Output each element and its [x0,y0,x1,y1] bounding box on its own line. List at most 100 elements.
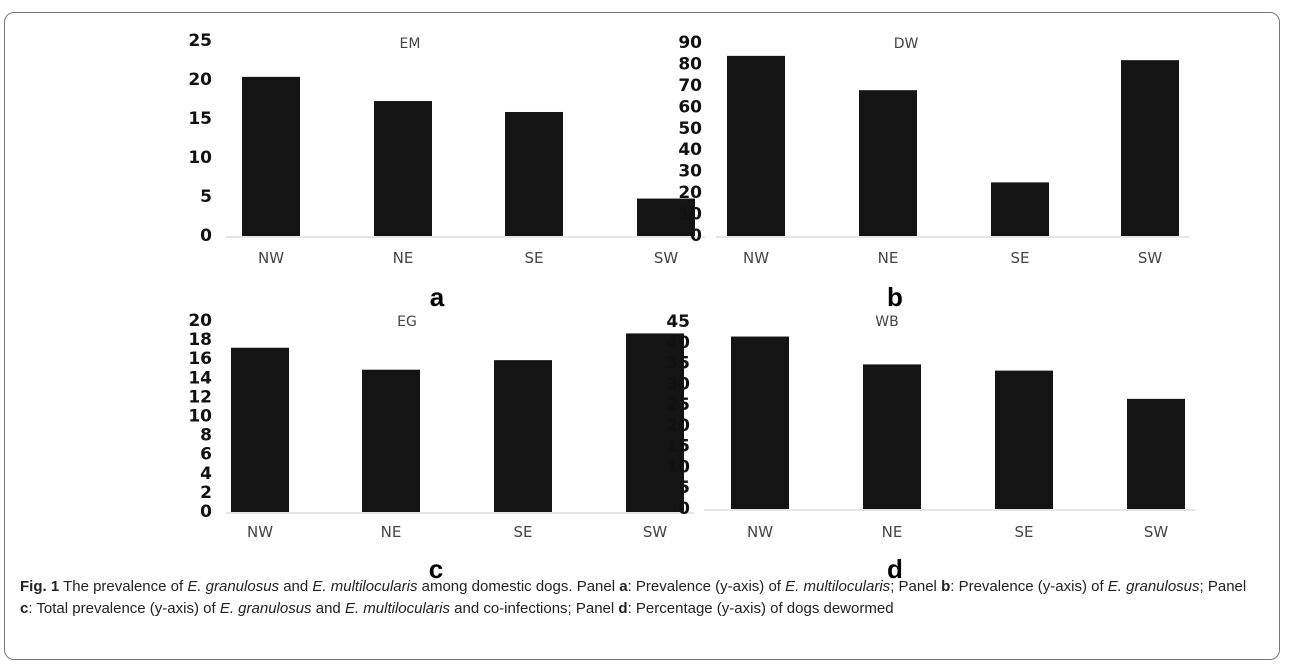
chart-title: DW [894,36,919,52]
y-tick-label: 60 [678,97,702,117]
y-tick-label: 4 [200,464,212,484]
panel-label: c [429,554,443,580]
caption-text: : Total prevalence (y-axis) of [28,600,220,617]
x-category-label: SE [525,249,544,267]
chart-title: EG [397,314,417,330]
x-category-label: SW [1144,523,1169,541]
x-category-label: SE [1011,249,1030,267]
x-category-label: NW [247,523,273,541]
caption-text: ; Panel [1199,578,1247,595]
y-tick-label: 20 [666,416,690,436]
bar [494,360,552,512]
y-tick-label: 40 [678,140,702,160]
y-tick-label: 70 [678,76,702,96]
y-tick-label: 25 [188,31,212,51]
figure-caption: Fig. 1 The prevalence of E. granulosus a… [20,576,1260,620]
y-tick-label: 35 [666,354,690,374]
y-tick-label: 10 [188,148,212,168]
x-category-label: SE [514,523,533,541]
caption-species: E. multilocularis [312,578,418,595]
x-category-label: NE [882,523,903,541]
bar [863,364,921,509]
y-tick-label: 18 [188,330,212,350]
y-tick-label: 80 [678,54,702,74]
panel-label: b [887,282,903,312]
caption-text: ; Panel [890,578,942,595]
bar [231,347,289,512]
y-tick-label: 5 [678,478,690,498]
y-tick-label: 0 [690,226,702,246]
chart-title: WB [875,314,898,330]
caption-fig-label: Fig. 1 [20,578,60,595]
caption-text: among domestic dogs. Panel [417,578,620,595]
bar [374,101,432,236]
y-tick-label: 10 [678,205,702,225]
y-tick-label: 8 [200,426,212,446]
x-category-label: NE [381,523,402,541]
caption-text: : Prevalence (y-axis) of [627,578,786,595]
y-tick-label: 20 [188,311,212,331]
y-tick-label: 15 [666,437,690,457]
y-tick-label: 0 [678,499,690,519]
bar [727,55,785,236]
chart-title: EM [400,36,421,52]
bar [637,198,695,236]
y-tick-label: 10 [188,407,212,427]
caption-panel-ref: c [20,600,29,617]
caption-text: and co-infections; Panel [449,600,619,617]
bar [362,369,420,512]
bar [991,182,1049,236]
bar [859,90,917,236]
x-category-label: NW [258,249,284,267]
caption-species: E. multilocularis [785,578,891,595]
y-tick-label: 20 [678,183,702,203]
x-category-label: SW [654,249,679,267]
bar [995,370,1053,509]
panel-label: d [887,554,903,580]
caption-text: and [311,600,345,617]
caption-species: E. granulosus [1107,578,1200,595]
caption-panel-ref: a [619,578,628,595]
caption-panel-ref: d [618,600,628,617]
y-tick-label: 0 [200,502,212,522]
y-tick-label: 20 [188,70,212,90]
y-tick-label: 25 [666,395,690,415]
bar [626,333,684,512]
x-category-label: NW [747,523,773,541]
x-category-label: NE [393,249,414,267]
y-tick-label: 0 [200,226,212,246]
panel-label: a [430,282,445,312]
y-tick-label: 2 [200,483,212,503]
bar [505,111,563,236]
y-tick-label: 10 [666,457,690,477]
caption-species: E. granulosus [219,600,312,617]
y-tick-label: 30 [678,162,702,182]
y-tick-label: 5 [200,187,212,207]
y-tick-label: 15 [188,109,212,129]
x-category-label: NW [743,249,769,267]
y-tick-label: 30 [666,374,690,394]
bar [1127,398,1185,509]
caption-text: The prevalence of [59,578,188,595]
caption-text: : Prevalence (y-axis) of [950,578,1108,595]
x-category-label: SE [1015,523,1034,541]
y-tick-label: 40 [666,333,690,353]
y-tick-label: 50 [678,119,702,139]
x-category-label: SW [1138,249,1163,267]
y-tick-label: 90 [678,33,702,53]
y-tick-label: 45 [666,312,690,332]
y-tick-label: 14 [188,368,212,388]
x-category-label: NE [878,249,899,267]
caption-species: E. multilocularis [344,600,450,617]
y-tick-label: 16 [188,349,212,369]
caption-panel-ref: b [941,578,951,595]
caption-text: : Percentage (y-axis) of dogs dewormed [627,600,894,617]
caption-text: and [279,578,313,595]
x-category-label: SW [643,523,668,541]
bar [1121,60,1179,237]
y-tick-label: 6 [200,445,212,465]
bar [242,76,300,236]
bar [731,336,789,509]
y-tick-label: 12 [188,387,212,407]
